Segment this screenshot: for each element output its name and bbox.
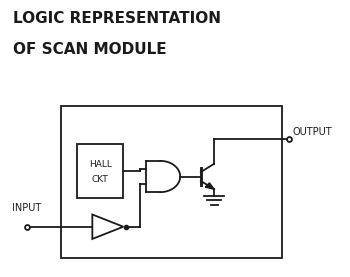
Text: HALL: HALL (89, 160, 112, 169)
Polygon shape (92, 214, 123, 239)
Polygon shape (205, 183, 214, 189)
Text: CKT: CKT (92, 175, 108, 184)
Bar (77, 144, 123, 198)
Text: OUTPUT: OUTPUT (292, 127, 332, 137)
Polygon shape (146, 161, 180, 192)
Text: OF SCAN MODULE: OF SCAN MODULE (13, 42, 167, 57)
Bar (61, 106, 282, 258)
Text: INPUT: INPUT (12, 203, 42, 213)
Text: LOGIC REPRESENTATION: LOGIC REPRESENTATION (13, 11, 221, 26)
